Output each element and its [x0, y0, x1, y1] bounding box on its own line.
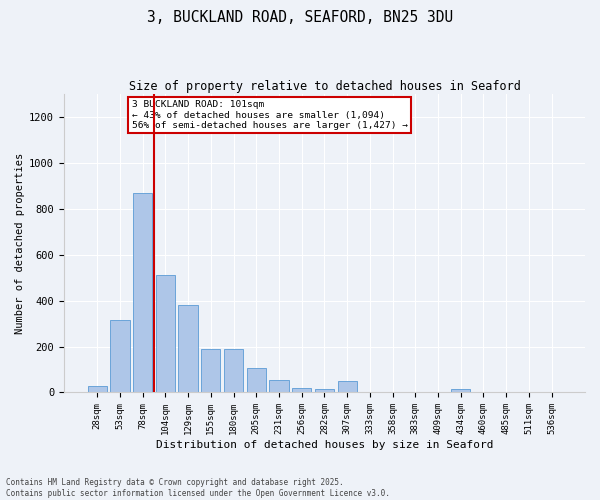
- Bar: [156, 276, 175, 392]
- X-axis label: Distribution of detached houses by size in Seaford: Distribution of detached houses by size …: [155, 440, 493, 450]
- Bar: [338, 381, 357, 392]
- Title: Size of property relative to detached houses in Seaford: Size of property relative to detached ho…: [128, 80, 520, 93]
- Bar: [315, 389, 334, 392]
- Bar: [224, 349, 243, 393]
- Bar: [201, 349, 220, 393]
- Bar: [292, 388, 311, 392]
- Bar: [110, 320, 130, 392]
- Y-axis label: Number of detached properties: Number of detached properties: [15, 152, 25, 334]
- Bar: [451, 389, 470, 392]
- Bar: [178, 306, 198, 392]
- Bar: [133, 193, 152, 392]
- Bar: [88, 386, 107, 392]
- Bar: [247, 368, 266, 392]
- Text: 3, BUCKLAND ROAD, SEAFORD, BN25 3DU: 3, BUCKLAND ROAD, SEAFORD, BN25 3DU: [147, 10, 453, 25]
- Text: 3 BUCKLAND ROAD: 101sqm
← 43% of detached houses are smaller (1,094)
56% of semi: 3 BUCKLAND ROAD: 101sqm ← 43% of detache…: [131, 100, 407, 130]
- Bar: [269, 380, 289, 392]
- Text: Contains HM Land Registry data © Crown copyright and database right 2025.
Contai: Contains HM Land Registry data © Crown c…: [6, 478, 390, 498]
